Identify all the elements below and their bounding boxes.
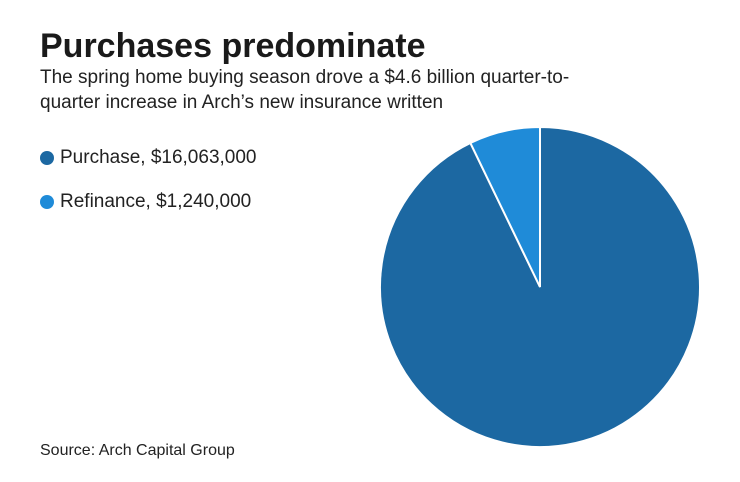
legend-marker (40, 195, 54, 209)
chart-subtitle: The spring home buying season drove a $4… (40, 67, 569, 88)
legend-label: Refinance, $1,240,000 (60, 191, 251, 212)
legend-label: Purchase, $16,063,000 (60, 147, 257, 168)
source-note: Source: Arch Capital Group (40, 442, 235, 459)
chart-title: Purchases predominate (40, 27, 425, 65)
chart-subtitle: quarter increase in Arch’s new insurance… (40, 92, 443, 113)
legend-marker (40, 151, 54, 165)
pie-slice (469, 125, 541, 288)
